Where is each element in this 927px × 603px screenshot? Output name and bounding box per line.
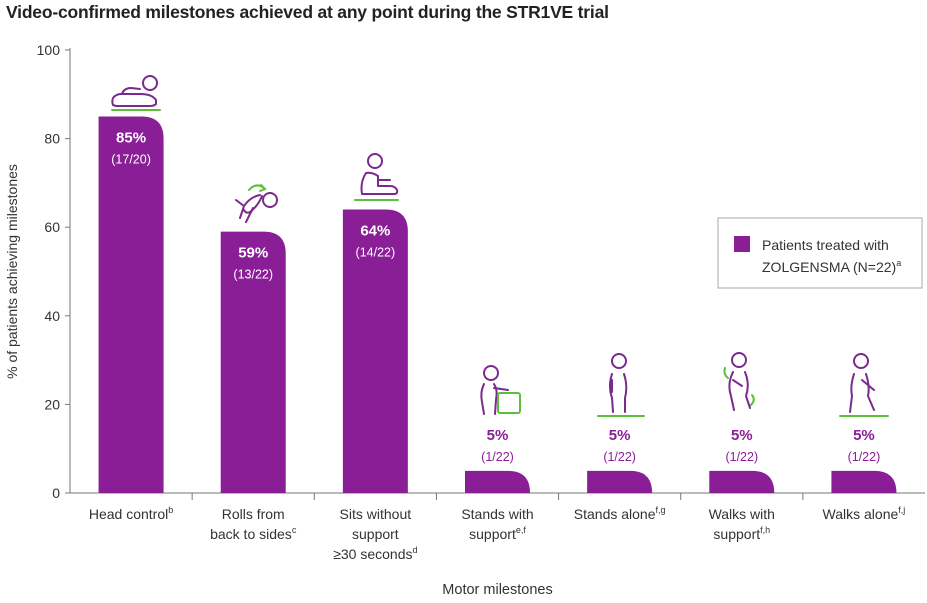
bar-value-label: 85%: [116, 129, 146, 146]
milestone-icons: [111, 75, 889, 417]
walking-icon: [839, 353, 889, 417]
legend-box: [717, 217, 923, 289]
bar-value-label: 5%: [731, 427, 753, 444]
legend-label-line2: ZOLGENSMA (N=22)a: [762, 258, 901, 275]
bar-count-label: (17/20): [111, 152, 151, 166]
axes: 0 20 40 60 80 100 % of patients achieving mile…: [4, 42, 925, 598]
y-tick-label: 20: [44, 396, 60, 412]
x-tick-labels: Head controlb Rolls from back to sidesc Sit…: [89, 505, 905, 562]
bar-count-label: (13/22): [233, 268, 273, 282]
legend-label-line1: Patients treated with: [762, 237, 889, 253]
walking-support-icon: [723, 352, 755, 411]
bar-value-label: 5%: [853, 427, 875, 444]
y-tick-label: 80: [44, 131, 60, 147]
y-tick-label: 0: [52, 485, 60, 501]
bar: [465, 470, 530, 493]
sitting-icon: [354, 153, 399, 201]
standing-icon: [597, 353, 645, 417]
bar: [587, 470, 653, 493]
bar: [98, 116, 164, 493]
x-tick-label: Rolls from back to sidesc: [210, 506, 297, 542]
bar-value-label: 64%: [360, 222, 390, 239]
bar-count-label: (1/22): [481, 450, 514, 464]
rolling-icon: [235, 184, 278, 223]
bar: [709, 470, 775, 493]
y-tick-label: 40: [44, 308, 60, 324]
bar: [220, 231, 286, 493]
legend-swatch: [734, 236, 750, 252]
bar-count-label: (1/22): [603, 450, 636, 464]
x-tick-label: Walks alonef,j: [823, 505, 906, 522]
x-tick-label: Sits without support ≥30 secondsd: [333, 506, 417, 562]
bar-count-label: (14/22): [356, 245, 396, 259]
x-tick-label: Stands alonef,g: [574, 505, 666, 522]
bar-value-label: 5%: [487, 427, 509, 444]
y-axis-label: % of patients achieving milestones: [4, 164, 20, 379]
head-control-icon: [111, 75, 161, 111]
x-tick-label: Head controlb: [89, 505, 173, 522]
bar-count-label: (1/22): [725, 450, 758, 464]
y-tick-label: 100: [37, 42, 61, 58]
bar-value-label: 5%: [609, 427, 631, 444]
bar: [831, 470, 897, 493]
bar-count-label: (1/22): [848, 450, 881, 464]
standing-support-icon: [480, 365, 521, 415]
y-tick-label: 60: [44, 219, 60, 235]
bar-value-label: 59%: [238, 245, 268, 262]
x-axis-label: Motor milestones: [442, 582, 552, 598]
bars: 85% (17/20) 59% (13/22) 64% (14/22) 5% (1/22) 5%…: [98, 116, 897, 494]
bar: [342, 209, 408, 494]
x-tick-label: Walks with supportf,h: [709, 506, 775, 542]
x-tick-label: Stands with supporte,f: [461, 506, 533, 542]
legend: Patients treated with ZOLGENSMA (N=22)a: [717, 217, 923, 289]
chart-title: Video-confirmed milestones achieved at a…: [6, 2, 609, 22]
